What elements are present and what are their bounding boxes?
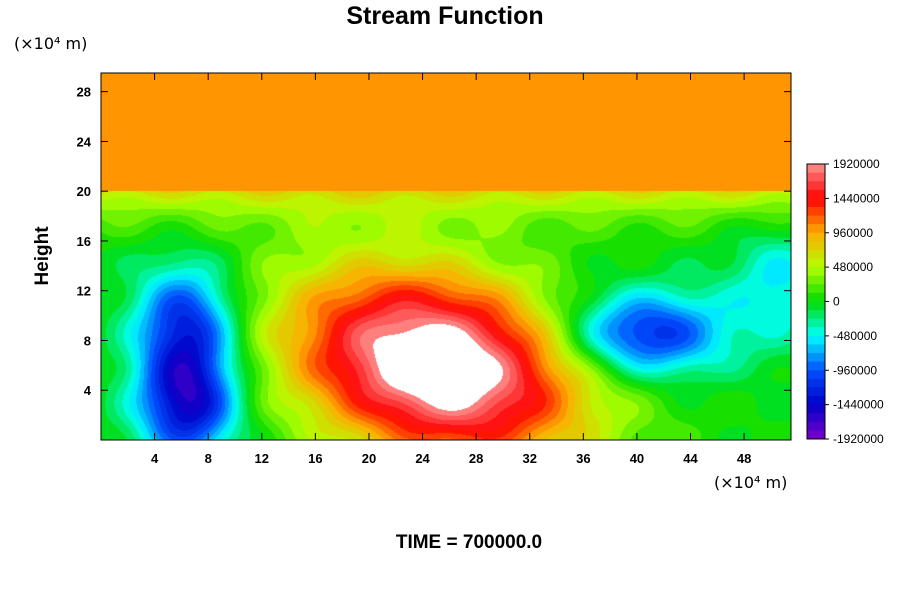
stream-function-field [101, 73, 791, 440]
x-axis-ticks: 4 8 12 16 20 24 28 32 36 40 44 48 [151, 73, 751, 466]
x-tick-label: 36 [576, 451, 590, 466]
y-axis-unit: (×10⁴ m) [14, 34, 88, 53]
colorbar-swatch [807, 404, 825, 414]
colorbar-label: 0 [833, 295, 840, 309]
colorbar-swatch [807, 327, 825, 337]
y-axis-ticks: 4 8 12 16 20 24 28 [77, 85, 791, 398]
x-tick-label: 44 [683, 451, 698, 466]
colorbar-label: -960000 [833, 363, 877, 377]
colorbar-swatch [807, 413, 825, 423]
colorbar-label: 960000 [833, 226, 873, 240]
colorbar-swatch [807, 224, 825, 234]
x-tick-label: 24 [415, 451, 430, 466]
colorbar-swatch [807, 361, 825, 371]
colorbar-swatch [807, 232, 825, 242]
colorbar: 1920000 1440000 960000 480000 0 -480000 -96000… [806, 157, 884, 446]
colorbar-label: -1920000 [833, 432, 884, 446]
x-tick-label: 48 [737, 451, 751, 466]
colorbar-label: 1920000 [833, 157, 880, 171]
colorbar-label: 480000 [833, 260, 873, 274]
colorbar-swatch [807, 387, 825, 397]
colorbar-swatch [807, 310, 825, 320]
x-tick-label: 28 [469, 451, 483, 466]
colorbar-swatch [807, 430, 825, 440]
x-tick-label: 32 [523, 451, 537, 466]
x-tick-label: 8 [205, 451, 212, 466]
colorbar-swatch [807, 172, 825, 182]
colorbar-swatch [807, 284, 825, 294]
y-tick-label: 8 [84, 333, 91, 348]
plot-frame [100, 72, 792, 441]
x-axis-unit: (×10⁴ m) [714, 473, 788, 492]
colorbar-swatch [807, 181, 825, 191]
colorbar-swatch [807, 164, 825, 173]
colorbar-swatch [807, 198, 825, 208]
colorbar-swatch [807, 344, 825, 354]
colorbar-swatch [807, 318, 825, 328]
colorbar-label: -480000 [833, 329, 877, 343]
colorbar-swatch [807, 396, 825, 406]
time-footer: TIME = 700000.0 [395, 532, 543, 553]
x-tick-label: 16 [308, 451, 322, 466]
x-tick-label: 20 [362, 451, 376, 466]
y-tick-label: 28 [77, 85, 91, 100]
chart-title: Stream Function [346, 2, 544, 30]
colorbar-swatch [807, 301, 825, 311]
x-tick-label: 12 [255, 451, 269, 466]
colorbar-label: -1440000 [833, 398, 884, 412]
colorbar-swatch [807, 189, 825, 199]
colorbar-swatch [807, 267, 825, 277]
y-tick-label: 16 [77, 234, 91, 249]
y-tick-label: 24 [77, 134, 92, 149]
colorbar-swatch [807, 353, 825, 363]
colorbar-swatch [807, 292, 825, 302]
colorbar-swatch [807, 335, 825, 345]
y-tick-label: 4 [84, 383, 92, 398]
colorbar-swatch [807, 206, 825, 216]
colorbar-swatch [807, 258, 825, 268]
colorbar-swatch [807, 241, 825, 251]
y-tick-label: 12 [77, 284, 91, 299]
x-tick-label: 40 [630, 451, 644, 466]
colorbar-swatch [807, 215, 825, 225]
colorbar-swatch [807, 249, 825, 259]
colorbar-swatch [807, 275, 825, 285]
colorbar-label: 1440000 [833, 191, 880, 205]
colorbar-swatch [807, 370, 825, 380]
colorbar-swatch [807, 421, 825, 431]
colorbar-swatch [807, 378, 825, 388]
y-tick-label: 20 [77, 184, 91, 199]
x-tick-label: 4 [151, 451, 159, 466]
